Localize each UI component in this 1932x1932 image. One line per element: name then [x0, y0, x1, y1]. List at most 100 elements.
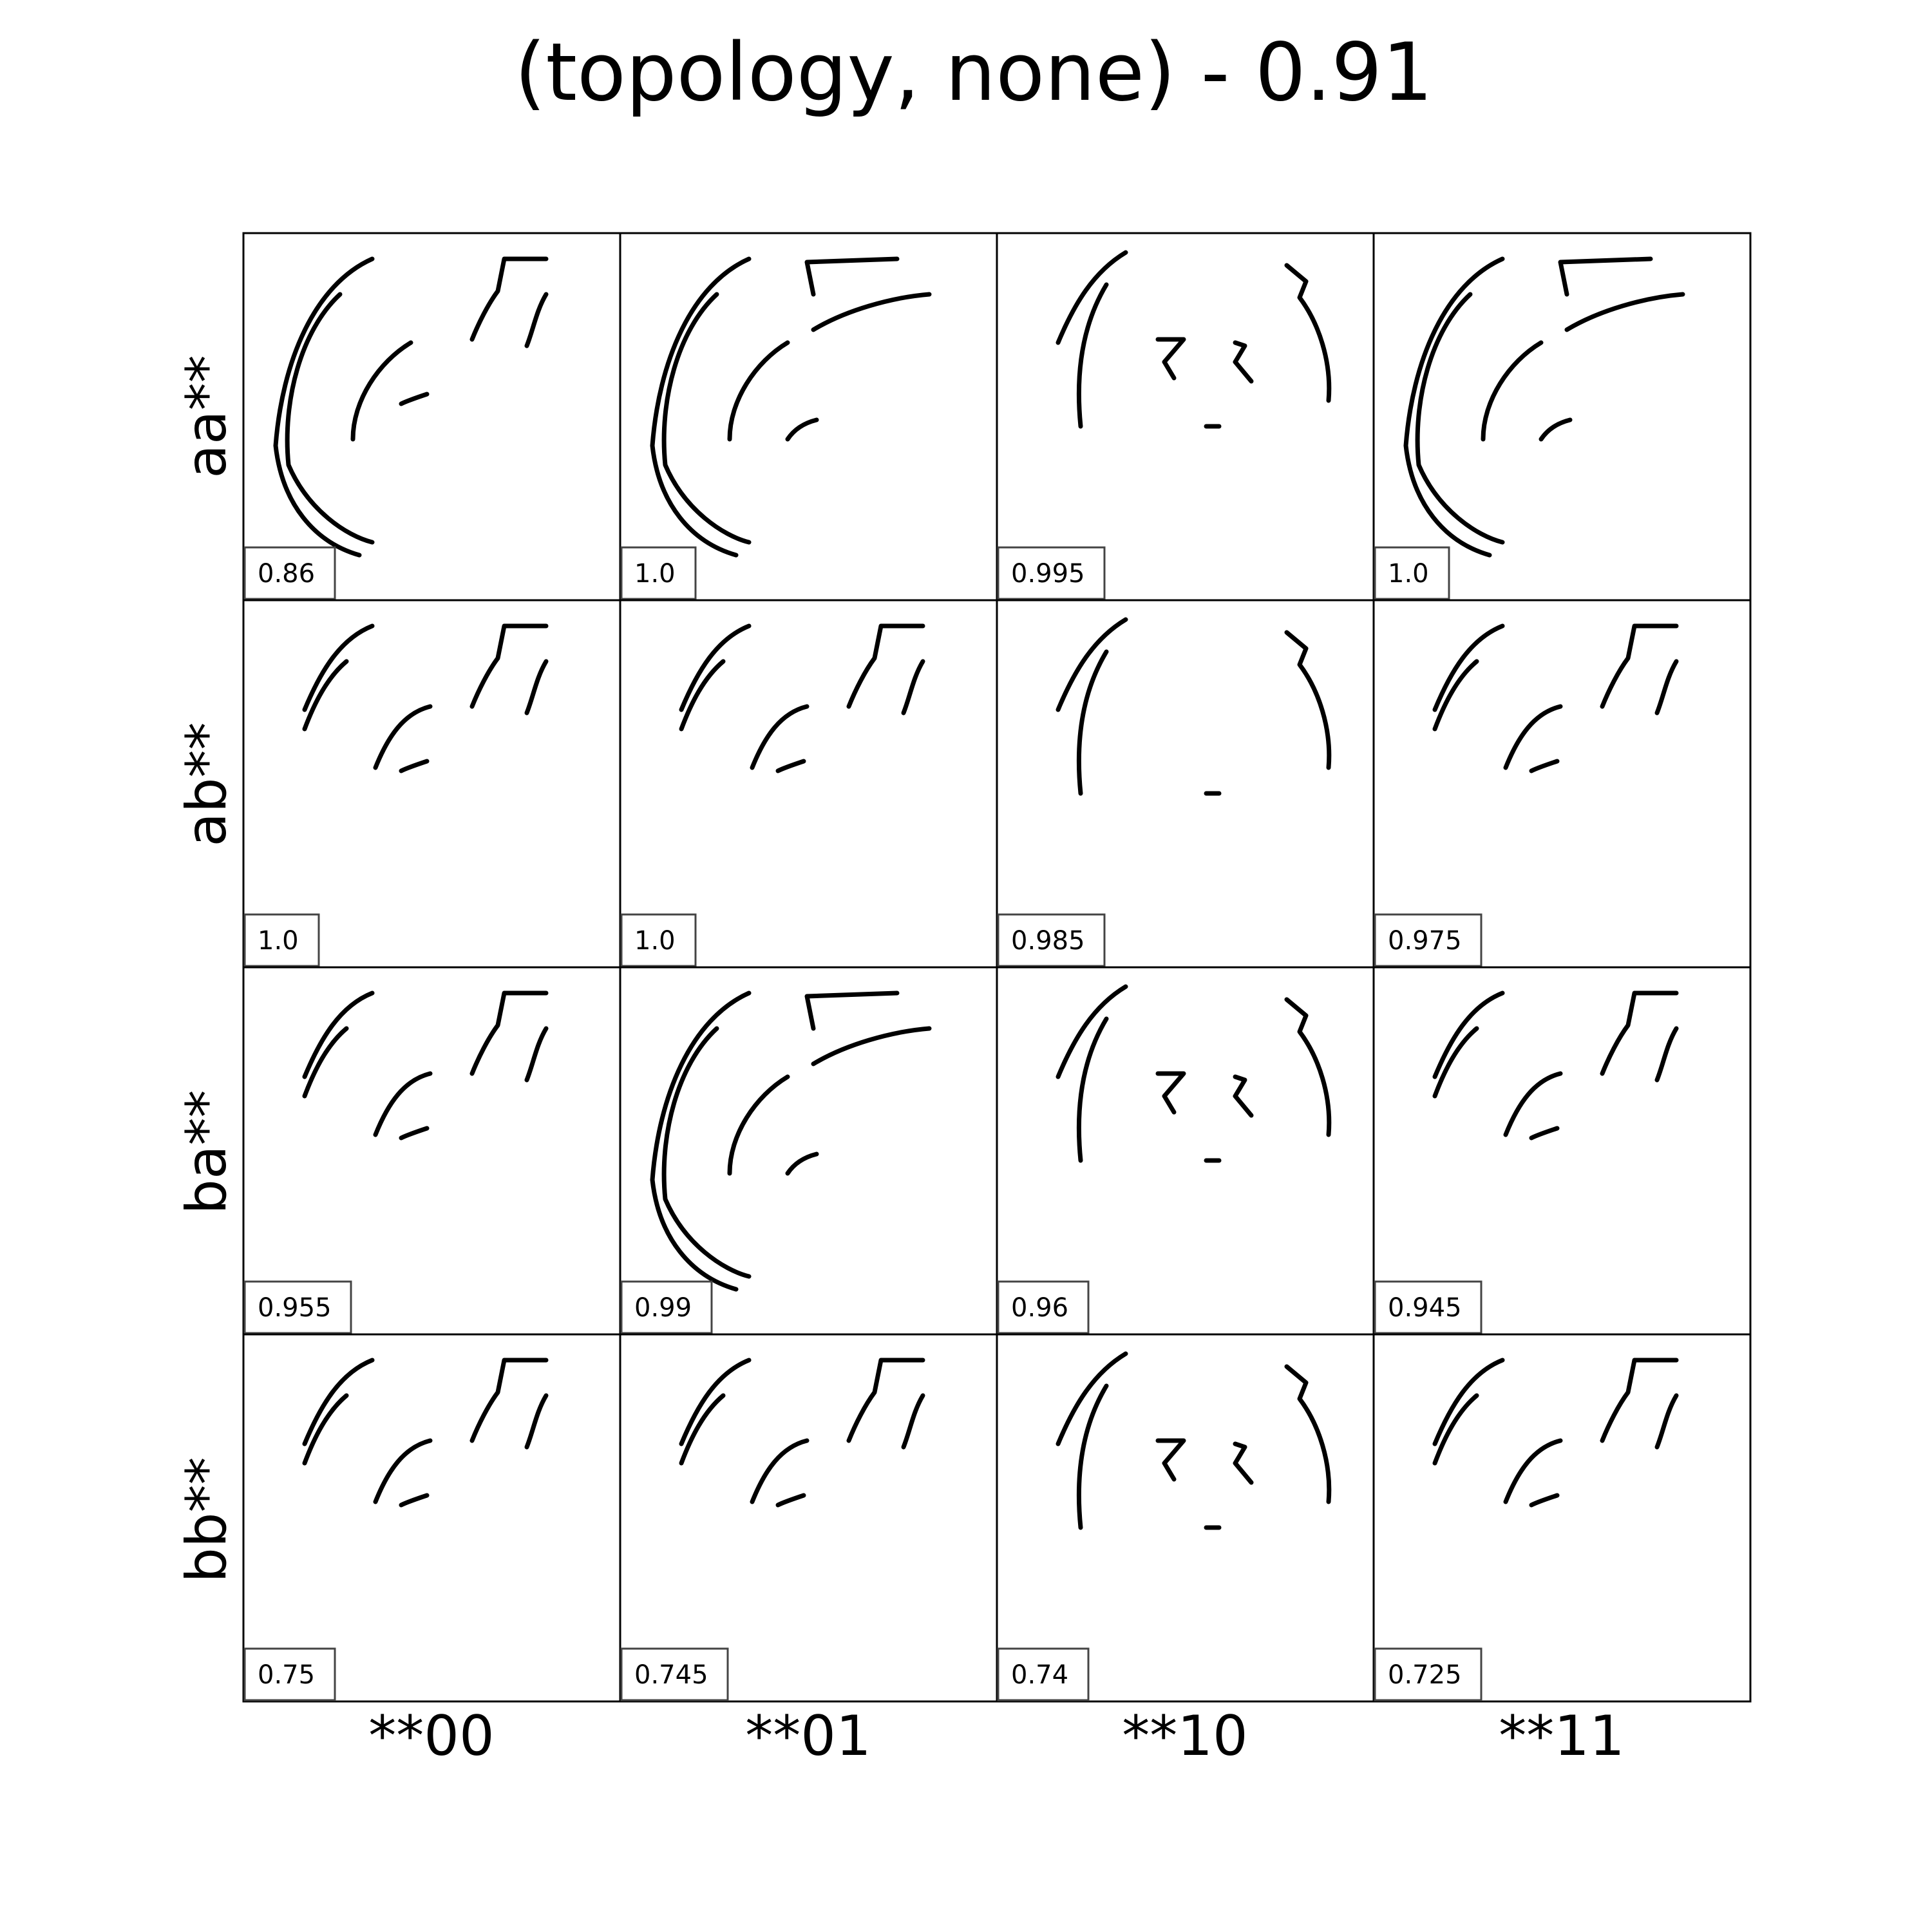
stroke-path	[730, 343, 788, 439]
handwritten-strokes	[1406, 259, 1683, 555]
stroke-path	[375, 1441, 430, 1502]
panel-aa**-**00: 0.86	[243, 233, 620, 600]
panel-bb**-**00: 0.75	[243, 1334, 620, 1701]
score-label: 0.96	[1011, 1293, 1068, 1323]
stroke-path	[1541, 420, 1570, 439]
panel-frame	[620, 967, 997, 1334]
panel-frame	[620, 233, 997, 600]
row-label-bb: bb**	[175, 1457, 239, 1582]
handwritten-strokes	[305, 1360, 546, 1505]
stroke-path	[1567, 294, 1683, 330]
panel-ab**-**01: 1.0	[620, 600, 997, 967]
panel-ba**-**10: 0.96	[997, 967, 1374, 1334]
stroke-path	[1506, 1074, 1560, 1135]
panel-frame	[1374, 600, 1750, 967]
stroke-path	[1560, 259, 1651, 294]
panel-aa**-**01: 1.0	[620, 233, 997, 600]
stroke-path	[1657, 1028, 1676, 1080]
panel-frame	[1374, 1334, 1750, 1701]
score-label: 0.75	[258, 1660, 315, 1690]
stroke-path	[807, 993, 897, 1028]
handwritten-strokes	[1058, 620, 1329, 793]
handwritten-strokes	[1435, 993, 1676, 1138]
stroke-path	[788, 1154, 817, 1173]
panel-frame	[243, 1334, 620, 1701]
stroke-path	[1079, 285, 1106, 426]
stroke-path	[752, 1441, 807, 1502]
col-label-11: **11	[1499, 1704, 1624, 1768]
score-label: 1.0	[634, 926, 676, 956]
panel-grid: 0.86 1.0 0.995 1.0 1.0 1.0 0.985 0.975 0.955 0.99…	[243, 233, 1750, 1701]
stroke-path	[1531, 1128, 1557, 1138]
handwritten-strokes	[1058, 252, 1329, 426]
stroke-path	[353, 343, 411, 439]
chart-title: (topology, none) - 0.91	[515, 26, 1433, 119]
stroke-path	[1058, 1354, 1126, 1444]
stroke-path	[752, 706, 807, 768]
score-label: 0.995	[1011, 559, 1085, 589]
handwritten-strokes	[652, 259, 929, 555]
handwritten-strokes	[1058, 1354, 1329, 1528]
stroke-path	[807, 259, 897, 294]
stroke-path	[1287, 1367, 1329, 1502]
stroke-path	[1235, 343, 1251, 381]
stroke-path	[1657, 661, 1676, 713]
panel-bb**-**01: 0.745	[620, 1334, 997, 1701]
row-label-aa: aa**	[175, 355, 239, 478]
handwritten-strokes	[276, 259, 546, 555]
stroke-path	[1531, 1495, 1557, 1505]
panel-ab**-**10: 0.985	[997, 600, 1374, 967]
panel-frame	[997, 967, 1374, 1334]
score-label: 0.985	[1011, 926, 1085, 956]
stroke-path	[401, 761, 427, 771]
stroke-path	[1235, 1077, 1251, 1115]
stroke-path	[813, 294, 929, 330]
handwritten-strokes	[1058, 987, 1329, 1160]
stroke-path	[401, 1495, 427, 1505]
panel-aa**-**11: 1.0	[1374, 233, 1750, 600]
stroke-path	[664, 1028, 749, 1276]
panel-ba**-**00: 0.955	[243, 967, 620, 1334]
score-label: 0.745	[634, 1660, 708, 1690]
stroke-path	[1506, 1441, 1560, 1502]
panel-frame	[997, 600, 1374, 967]
panel-ba**-**11: 0.945	[1374, 967, 1750, 1334]
stroke-path	[401, 394, 427, 404]
stroke-path	[664, 294, 749, 542]
stroke-path	[1287, 999, 1329, 1135]
stroke-path	[788, 420, 817, 439]
column-labels: **00 **01 **10 **11	[368, 1704, 1624, 1768]
col-label-10: **10	[1122, 1704, 1247, 1768]
stroke-path	[778, 761, 804, 771]
stroke-path	[1235, 1444, 1251, 1482]
stroke-path	[1657, 1396, 1676, 1447]
panel-frame	[243, 233, 620, 600]
stroke-path	[527, 661, 546, 713]
score-label: 0.945	[1388, 1293, 1462, 1323]
score-label: 0.86	[258, 559, 315, 589]
score-label: 1.0	[1388, 559, 1429, 589]
stroke-path	[904, 1396, 923, 1447]
stroke-path	[1079, 1386, 1106, 1528]
stroke-path	[527, 1396, 546, 1447]
col-label-01: **01	[745, 1704, 871, 1768]
col-label-00: **00	[368, 1704, 494, 1768]
score-label: 0.975	[1388, 926, 1462, 956]
panel-bb**-**11: 0.725	[1374, 1334, 1750, 1701]
panel-bb**-**10: 0.74	[997, 1334, 1374, 1701]
stroke-path	[527, 294, 546, 346]
stroke-path	[1483, 343, 1541, 439]
row-label-ab: ab**	[175, 722, 239, 846]
stroke-path	[1058, 987, 1126, 1077]
handwritten-strokes	[305, 993, 546, 1138]
panel-ba**-**01: 0.99	[620, 967, 997, 1334]
score-label: 0.955	[258, 1293, 332, 1323]
stroke-path	[401, 1128, 427, 1138]
handwritten-strokes	[681, 626, 923, 771]
panel-frame	[997, 1334, 1374, 1701]
stroke-path	[1058, 252, 1126, 343]
stroke-path	[527, 1028, 546, 1080]
panel-frame	[997, 233, 1374, 600]
panel-frame	[620, 600, 997, 967]
